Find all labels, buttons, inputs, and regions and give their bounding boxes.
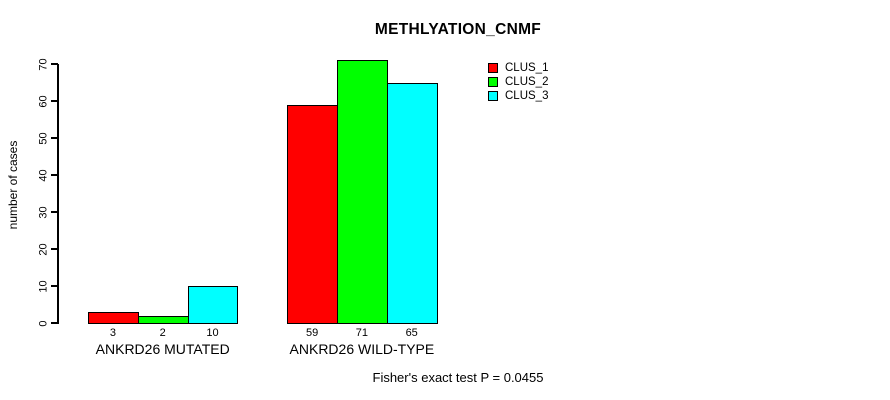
bar [137,315,189,324]
bar [287,104,338,324]
y-tick [51,285,58,287]
y-tick-label: 60 [37,94,50,108]
legend-label: CLUS_1 [505,62,549,74]
bar-value-label: 65 [405,327,418,339]
chart-title: METHLYATION_CNMF [374,21,542,38]
legend-label: CLUS_3 [505,90,549,102]
legend: CLUS_1 CLUS_2 CLUS_3 [488,62,549,105]
y-tick-label: 0 [37,319,50,327]
legend-color-swatch [488,91,498,101]
bar-value-label: 10 [206,327,219,339]
y-tick [51,174,58,176]
legend-color-swatch [488,77,498,87]
bar [337,60,388,324]
legend-item: CLUS_1 [488,62,549,74]
y-tick-label: 40 [37,168,50,182]
y-tick-label: 20 [37,242,50,256]
y-tick [51,137,58,139]
y-axis-line [57,64,59,324]
bar-value-label: 3 [109,327,116,339]
y-tick [51,211,58,213]
legend-label: CLUS_2 [505,76,549,88]
bar [187,286,239,324]
legend-item: CLUS_3 [488,90,549,102]
y-tick-label: 10 [37,279,50,293]
bar-value-label: 59 [305,327,319,339]
fisher-test-annotation: Fisher's exact test P = 0.0455 [372,370,544,385]
y-tick-label: 50 [37,131,50,145]
y-tick-label: 70 [37,57,50,71]
y-tick-label: 30 [37,205,50,219]
legend-item: CLUS_2 [488,76,549,88]
bar-value-label: 71 [355,327,369,339]
legend-color-swatch [488,63,498,73]
group-label: ANKRD26 WILD-TYPE [289,341,435,357]
bar-value-label: 2 [159,327,166,339]
y-tick [51,63,58,65]
group-label: ANKRD26 MUTATED [95,341,230,357]
y-tick [51,322,58,324]
bar [88,311,139,324]
y-tick [51,100,58,102]
bar [386,82,438,324]
y-tick [51,248,58,250]
